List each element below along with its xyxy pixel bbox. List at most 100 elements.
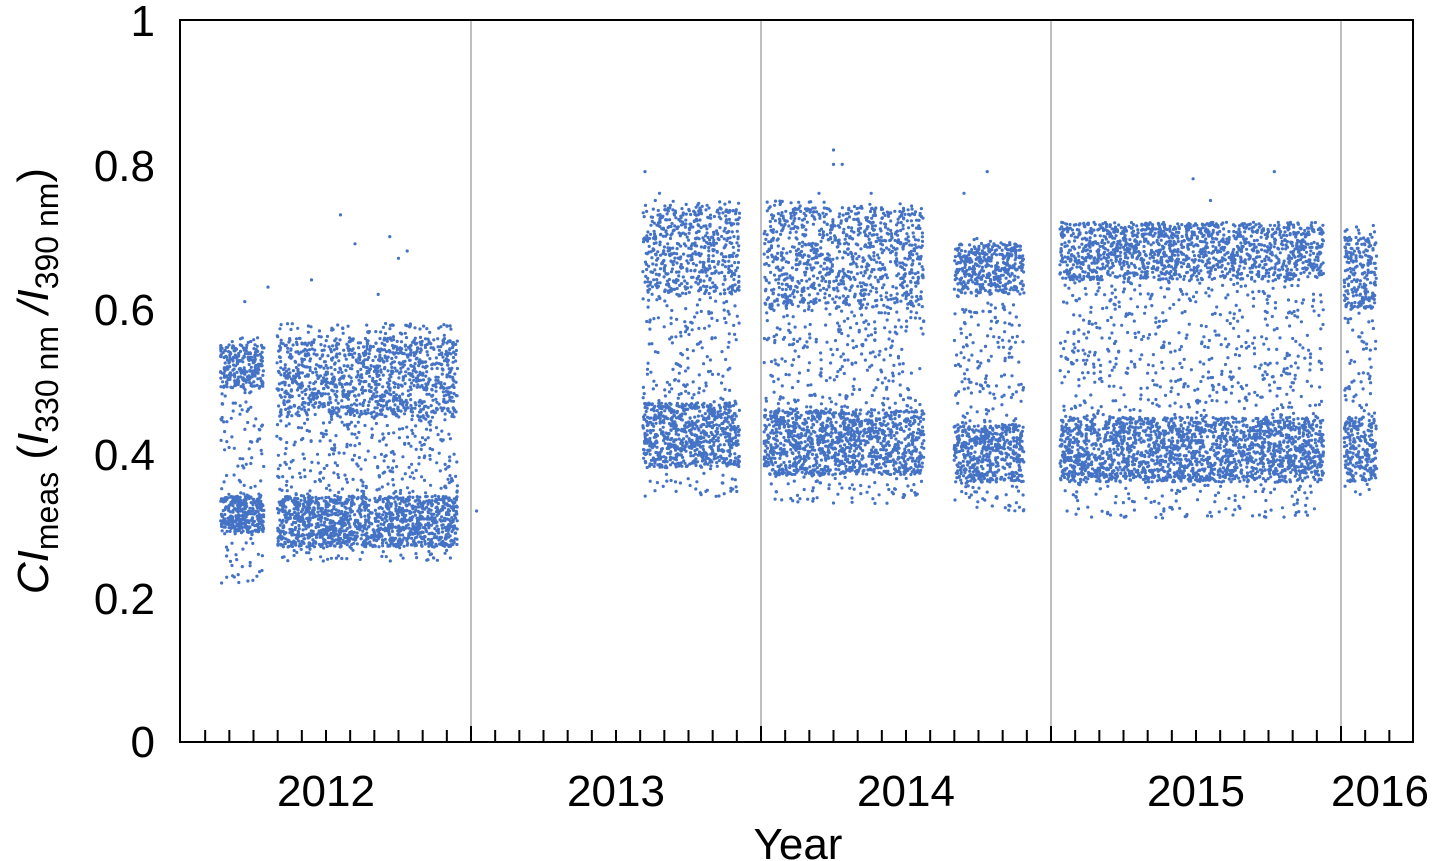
data-point (662, 455, 666, 459)
data-point (381, 385, 385, 389)
data-point (286, 559, 290, 563)
data-point (249, 390, 253, 394)
data-point (407, 465, 411, 469)
data-point (727, 229, 731, 233)
data-point (645, 319, 649, 324)
data-point (292, 548, 296, 553)
data-point (244, 462, 248, 466)
data-point (353, 432, 357, 436)
data-point (252, 380, 256, 384)
data-point (257, 492, 261, 496)
data-point (731, 421, 735, 425)
data-point (699, 208, 703, 212)
data-point (735, 442, 739, 446)
data-point (450, 384, 454, 388)
data-point (296, 518, 300, 522)
data-point (707, 246, 711, 250)
data-point (317, 529, 321, 533)
data-point (642, 215, 646, 219)
data-point (658, 220, 662, 224)
data-point (250, 355, 254, 359)
data-point (703, 244, 707, 249)
data-point (658, 216, 662, 220)
data-point (280, 387, 284, 392)
data-point (373, 519, 378, 523)
data-point (430, 532, 435, 536)
data-point (343, 523, 347, 527)
data-point (405, 508, 409, 512)
data-point (695, 480, 699, 484)
data-point (683, 412, 688, 416)
data-point (408, 475, 412, 479)
data-point (735, 489, 739, 494)
data-point (424, 427, 429, 431)
data-point (249, 339, 253, 344)
data-point (382, 436, 386, 440)
data-point (736, 430, 741, 434)
data-point (261, 520, 265, 524)
data-point (294, 493, 298, 497)
data-point (322, 523, 326, 527)
data-point (406, 495, 410, 500)
data-point (670, 308, 674, 313)
data-point (408, 358, 412, 362)
data-point (340, 503, 344, 508)
data-point (228, 375, 232, 379)
data-point (679, 334, 683, 338)
data-point (310, 532, 314, 536)
data-point (687, 420, 691, 424)
data-point (645, 367, 650, 371)
data-point (281, 367, 286, 372)
data-point (702, 416, 706, 420)
data-point (367, 352, 371, 356)
data-point (260, 568, 264, 573)
data-point (356, 464, 360, 468)
data-point (416, 498, 420, 502)
data-point (334, 508, 338, 512)
data-point (737, 285, 741, 289)
data-point (343, 540, 347, 545)
data-point (444, 349, 448, 353)
data-point (647, 298, 651, 302)
data-point (689, 285, 693, 289)
data-point (340, 385, 344, 389)
data-point (374, 341, 378, 345)
data-point (728, 388, 732, 392)
data-point (662, 266, 666, 270)
data-point (427, 392, 431, 396)
data-point (347, 391, 351, 395)
data-point (399, 340, 404, 344)
data-point (699, 465, 704, 469)
data-point (424, 494, 428, 499)
data-point (260, 364, 264, 368)
data-point (351, 337, 355, 341)
data-point (721, 397, 725, 401)
data-point (377, 498, 381, 502)
data-point (424, 374, 428, 378)
data-point (672, 259, 676, 263)
data-point (317, 496, 321, 501)
data-point (307, 341, 311, 345)
data-point (298, 471, 302, 475)
data-point (279, 413, 283, 417)
data-point (671, 199, 675, 203)
data-point (288, 352, 293, 357)
data-point (727, 312, 731, 316)
data-point (725, 299, 729, 304)
data-point (729, 486, 733, 490)
data-point (734, 485, 738, 489)
data-point (334, 556, 338, 560)
data-point (435, 406, 439, 410)
data-point (723, 416, 727, 420)
data-point (225, 380, 229, 384)
data-point (308, 365, 312, 370)
data-point (687, 332, 691, 337)
data-point (420, 360, 424, 364)
data-point (344, 535, 348, 540)
data-point (643, 451, 647, 455)
data-point (307, 551, 311, 555)
data-point (684, 389, 688, 393)
data-point (685, 281, 689, 285)
data-point (317, 329, 322, 333)
data-point (685, 235, 689, 239)
